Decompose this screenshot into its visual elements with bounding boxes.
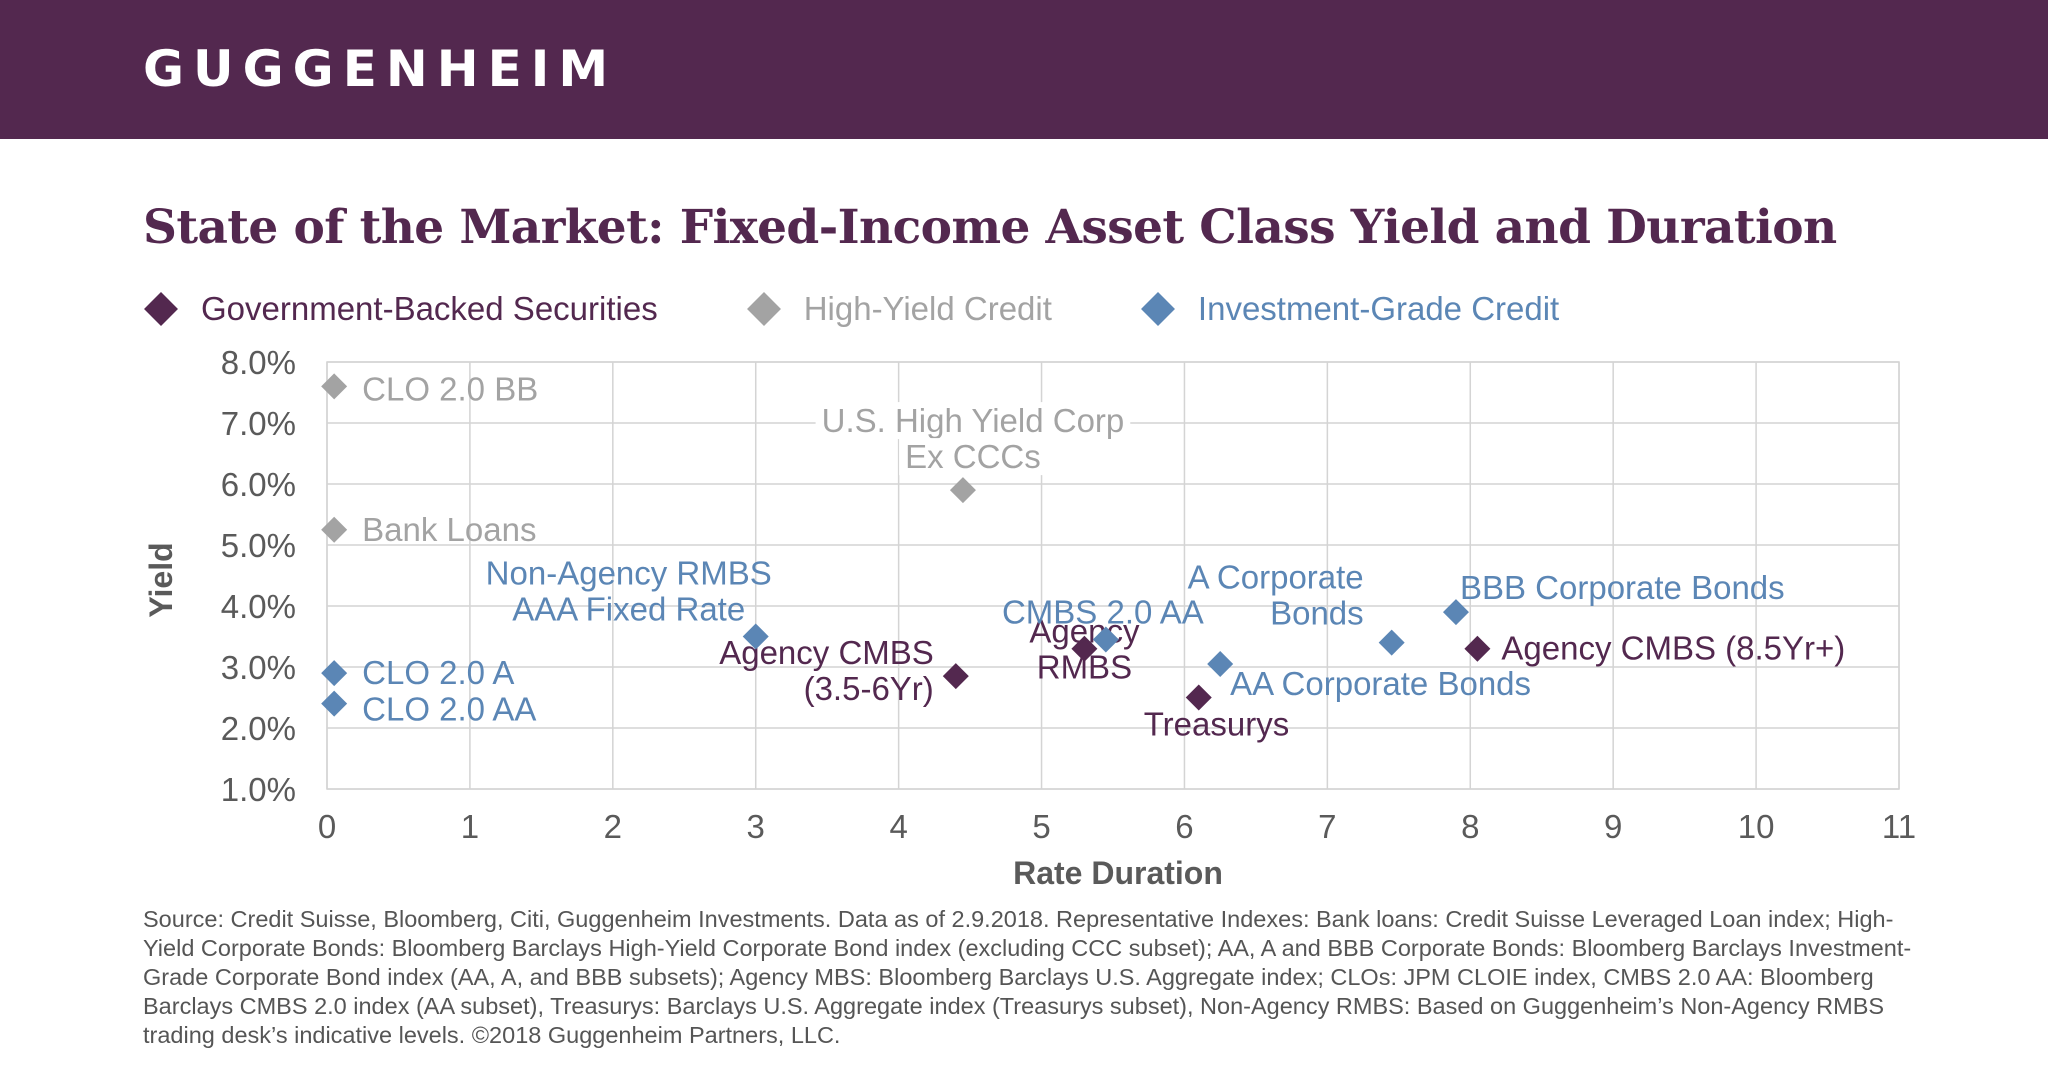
data-point-marker bbox=[321, 690, 348, 717]
data-point-marker bbox=[1207, 650, 1234, 677]
header-banner: GUGGENHEIM bbox=[0, 0, 2048, 139]
data-point-marker bbox=[1442, 599, 1469, 626]
data-point-label: Ex CCCs bbox=[905, 438, 1041, 475]
data-point-label: CLO 2.0 A bbox=[362, 654, 514, 691]
x-tick-label: 10 bbox=[1738, 808, 1775, 845]
data-point-marker bbox=[321, 660, 348, 687]
data-point-marker bbox=[1464, 635, 1491, 662]
data-point-label: U.S. High Yield Corp bbox=[822, 402, 1125, 439]
data-point-marker bbox=[1071, 635, 1098, 662]
y-tick-label: 1.0% bbox=[221, 771, 296, 808]
x-tick-label: 4 bbox=[889, 808, 907, 845]
data-point-marker bbox=[949, 477, 976, 504]
data-point-label: Agency bbox=[1029, 613, 1140, 650]
data-point-marker bbox=[321, 516, 348, 543]
legend-item-high-yield: High-Yield Credit bbox=[746, 289, 1052, 329]
x-tick-label: 2 bbox=[604, 808, 622, 845]
y-tick-label: 5.0% bbox=[221, 527, 296, 564]
data-point-label: RMBS bbox=[1037, 649, 1132, 686]
data-point-label: (3.5-6Yr) bbox=[804, 670, 934, 707]
legend-label: Government-Backed Securities bbox=[201, 290, 658, 327]
x-tick-label: 9 bbox=[1604, 808, 1622, 845]
data-point-label: CMBS 2.0 AA bbox=[1002, 594, 1204, 631]
x-tick-label: 6 bbox=[1175, 808, 1193, 845]
x-tick-label: 7 bbox=[1318, 808, 1336, 845]
data-point-label: AA Corporate Bonds bbox=[1230, 665, 1531, 702]
data-point-label: AAA Fixed Rate bbox=[512, 591, 745, 628]
y-tick-label: 8.0% bbox=[221, 344, 296, 381]
x-tick-label: 3 bbox=[747, 808, 765, 845]
data-point-label: CLO 2.0 BB bbox=[362, 370, 538, 407]
y-tick-label: 3.0% bbox=[221, 649, 296, 686]
guggenheim-logo: GUGGENHEIM bbox=[143, 40, 618, 98]
x-tick-label: 0 bbox=[318, 808, 336, 845]
legend-item-government: Government-Backed Securities bbox=[143, 289, 658, 329]
legend-item-investment-grade: Investment-Grade Credit bbox=[1140, 289, 1559, 329]
data-point-marker bbox=[1185, 684, 1212, 711]
y-tick-label: 2.0% bbox=[221, 710, 296, 747]
x-tick-label: 8 bbox=[1461, 808, 1479, 845]
legend-label: Investment-Grade Credit bbox=[1197, 290, 1560, 327]
data-point-marker bbox=[942, 663, 969, 690]
x-tick-label: 5 bbox=[1032, 808, 1050, 845]
x-axis-title: Rate Duration bbox=[1013, 855, 1223, 891]
scatter-chart: 0 1 2 3 4 5 6 7 8 9 10 11 1.0% 2.0% 3.0% 4.0% 5.0% 6.0% 7.… bbox=[143, 344, 1916, 891]
chart-title: State of the Market: Fixed-Income Asset … bbox=[143, 200, 1837, 255]
data-point-label: CLO 2.0 AA bbox=[362, 691, 536, 728]
data-point-label: Non-Agency RMBS bbox=[486, 555, 772, 592]
y-tick-label: 4.0% bbox=[221, 588, 296, 625]
data-point-marker bbox=[321, 373, 348, 400]
data-point-label: BBB Corporate Bonds bbox=[1460, 569, 1785, 606]
chart-legend: Government-Backed Securities High-Yield … bbox=[143, 284, 1559, 334]
data-point-marker bbox=[1378, 629, 1405, 656]
source-footnote: Source: Credit Suisse, Bloomberg, Citi, … bbox=[143, 906, 1912, 1048]
x-tick-label: 1 bbox=[461, 808, 479, 845]
legend-label: High-Yield Credit bbox=[803, 290, 1052, 327]
label-background bbox=[899, 438, 1047, 476]
data-point-label: Bank Loans bbox=[362, 511, 536, 548]
x-tick-label: 11 bbox=[1882, 808, 1916, 845]
data-point-label: A Corporate bbox=[1188, 559, 1364, 596]
y-tick-label: 7.0% bbox=[221, 405, 296, 442]
data-point-label: Treasurys bbox=[1144, 706, 1289, 743]
data-point-label: Bonds bbox=[1270, 595, 1364, 632]
data-point-label: Agency CMBS (8.5Yr+) bbox=[1501, 630, 1845, 667]
data-point-marker bbox=[1092, 626, 1119, 653]
y-axis-title: Yield bbox=[143, 542, 179, 617]
y-tick-label: 6.0% bbox=[221, 466, 296, 503]
data-point-marker bbox=[742, 623, 769, 650]
label-background bbox=[815, 402, 1131, 440]
